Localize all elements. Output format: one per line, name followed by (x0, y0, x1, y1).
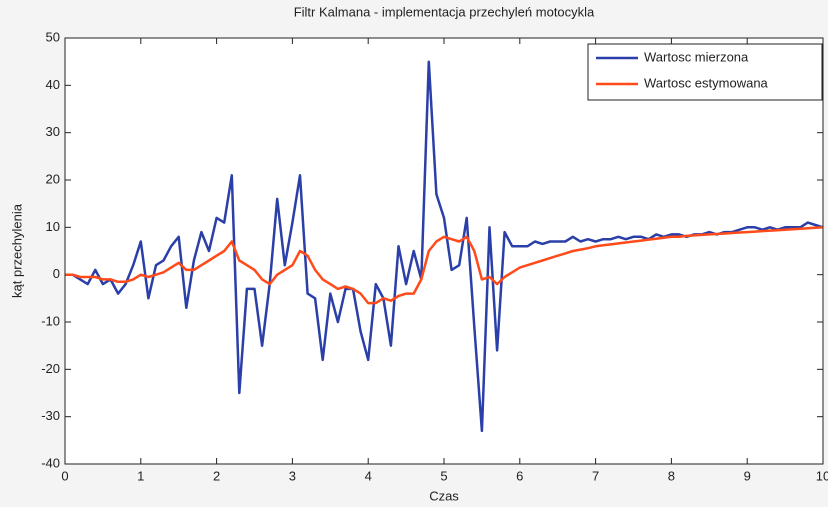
legend-label: Wartosc estymowana (644, 75, 769, 90)
x-tick-label: 3 (289, 468, 296, 483)
chart-title: Filtr Kalmana - implementacja przechyleń… (294, 4, 595, 19)
x-tick-label: 5 (440, 468, 447, 483)
y-tick-label: -10 (41, 313, 60, 328)
data-line (65, 226, 824, 305)
plot-area (65, 38, 823, 464)
x-tick-label: 1 (137, 468, 144, 483)
plot-frame (64, 37, 824, 465)
y-tick-label: -20 (41, 361, 60, 376)
y-tick-label: -40 (41, 455, 60, 470)
x-tick-label: 10 (816, 468, 828, 483)
x-tick-label: 4 (365, 468, 372, 483)
x-tick-label: 8 (668, 468, 675, 483)
y-tick-label: 50 (46, 29, 60, 44)
x-axis-label: Czas (429, 488, 459, 503)
legend-label: Wartosc mierzona (644, 49, 749, 64)
x-tick-label: 0 (61, 468, 68, 483)
x-tick-label: 6 (516, 468, 523, 483)
x-tick-label: 7 (592, 468, 599, 483)
x-tick-label: 2 (213, 468, 220, 483)
legend-box (587, 43, 823, 101)
y-tick-label: 0 (53, 266, 60, 281)
x-tick-label: 9 (744, 468, 751, 483)
y-tick-label: 20 (46, 171, 60, 186)
y-tick-label: -30 (41, 408, 60, 423)
y-tick-label: 30 (46, 124, 60, 139)
y-tick-label: 10 (46, 219, 60, 234)
y-tick-label: 40 (46, 77, 60, 92)
y-axis-label: kąt przechylenia (9, 203, 24, 298)
